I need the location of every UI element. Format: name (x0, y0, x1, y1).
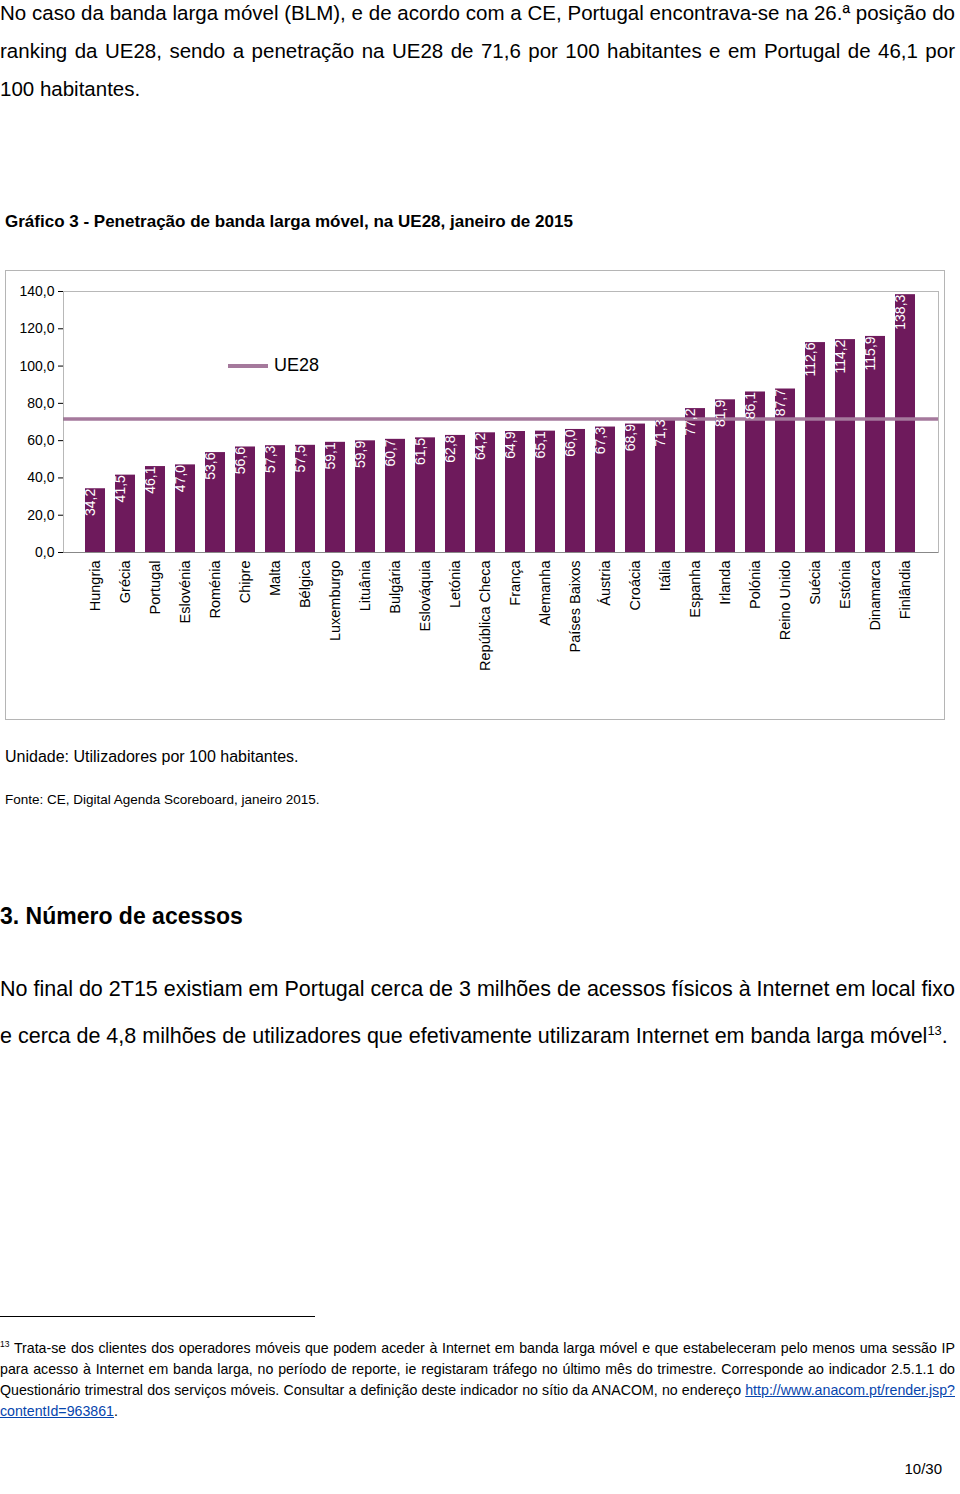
svg-text:61,5: 61,5 (412, 438, 428, 465)
svg-text:120,0: 120,0 (19, 320, 54, 336)
svg-text:64,2: 64,2 (472, 433, 488, 460)
svg-text:41,5: 41,5 (112, 475, 128, 502)
svg-text:65,1: 65,1 (532, 431, 548, 458)
svg-text:87,7: 87,7 (772, 389, 788, 416)
svg-text:Bulgária: Bulgária (387, 560, 403, 614)
svg-text:81,9: 81,9 (712, 400, 728, 427)
svg-text:Dinamarca: Dinamarca (867, 560, 883, 631)
html-text:No caso da banda larga móvel (: No caso da banda larga móvel (BLM), e de… (0, 1, 955, 100)
svg-text:Grécia: Grécia (117, 560, 133, 604)
svg-text:64,9: 64,9 (502, 431, 518, 458)
svg-text:França: França (507, 560, 523, 606)
svg-text:Portugal: Portugal (147, 561, 163, 615)
html-text:Unidade: Utilizadores por 100: Unidade: Utilizadores por 100 habitantes… (5, 748, 299, 765)
svg-text:Luxemburgo: Luxemburgo (327, 561, 343, 642)
html-text:UE28: UE28 (274, 355, 319, 375)
svg-text:67,3: 67,3 (592, 427, 608, 454)
svg-text:Hungria: Hungria (87, 560, 103, 612)
svg-text:Reino Unido: Reino Unido (777, 561, 793, 641)
svg-text:53,6: 53,6 (202, 452, 218, 479)
svg-text:Croácia: Croácia (627, 560, 643, 611)
svg-text:Alemanha: Alemanha (537, 560, 553, 626)
html-text:Fonte: CE, Digital Agenda Scor: Fonte: CE, Digital Agenda Scoreboard, ja… (5, 792, 320, 807)
svg-text:Áustria: Áustria (597, 560, 613, 606)
svg-text:47,0: 47,0 (172, 465, 188, 492)
svg-text:100,0: 100,0 (19, 358, 54, 374)
svg-text:77,2: 77,2 (682, 408, 698, 435)
svg-text:114,2: 114,2 (832, 339, 848, 373)
svg-text:138,3: 138,3 (892, 294, 908, 329)
svg-text:46,1: 46,1 (142, 466, 158, 493)
svg-text:86,1: 86,1 (742, 392, 758, 419)
svg-text:60,0: 60,0 (27, 432, 54, 448)
svg-text:Espanha: Espanha (687, 560, 703, 618)
svg-text:Estónia: Estónia (837, 560, 853, 609)
svg-text:Polónia: Polónia (747, 560, 763, 609)
svg-text:Eslováquia: Eslováquia (417, 560, 433, 632)
html-text:3. Número de acessos: 3. Número de acessos (0, 903, 243, 929)
svg-text:40,0: 40,0 (27, 469, 54, 485)
svg-text:0,0: 0,0 (35, 544, 55, 560)
html-text:No final do 2T15 existiam em P: No final do 2T15 existiam em Portugal ce… (0, 977, 955, 1049)
svg-text:Bélgica: Bélgica (297, 560, 313, 608)
svg-text:80,0: 80,0 (27, 395, 54, 411)
html-text:13Trata-se dos clientes dos op: 13Trata-se dos clientes dos operadores m… (0, 1339, 955, 1419)
svg-text:República Checa: República Checa (477, 560, 493, 671)
svg-text:Chipre: Chipre (237, 561, 253, 604)
svg-text:Roménia: Roménia (207, 560, 223, 619)
svg-text:57,5: 57,5 (292, 445, 308, 472)
svg-text:34,2: 34,2 (82, 489, 98, 516)
svg-text:60,7: 60,7 (382, 439, 398, 466)
svg-text:Letónia: Letónia (447, 560, 463, 609)
svg-text:59,9: 59,9 (352, 441, 368, 468)
svg-text:66,0: 66,0 (562, 429, 578, 456)
svg-text:115,9: 115,9 (862, 336, 878, 370)
html-text:Gráfico 3 - Penetração de band: Gráfico 3 - Penetração de banda larga mó… (5, 212, 573, 231)
svg-text:57,3: 57,3 (262, 445, 278, 472)
svg-text:Eslovénia: Eslovénia (177, 560, 193, 624)
svg-text:Suécia: Suécia (807, 560, 823, 605)
svg-text:Lituânia: Lituânia (357, 560, 373, 612)
svg-text:62,8: 62,8 (442, 435, 458, 462)
svg-text:68,9: 68,9 (622, 424, 638, 451)
svg-text:Países Baixos: Países Baixos (567, 561, 583, 653)
svg-text:Irlanda: Irlanda (717, 560, 733, 605)
svg-text:20,0: 20,0 (27, 507, 54, 523)
svg-text:140,0: 140,0 (19, 283, 54, 299)
svg-text:71,3: 71,3 (652, 419, 668, 446)
svg-text:56,6: 56,6 (232, 447, 248, 474)
svg-text:Malta: Malta (267, 560, 283, 596)
html-text:10/30: 10/30 (904, 1460, 942, 1477)
svg-text:Itália: Itália (657, 560, 673, 592)
svg-text:Finlândia: Finlândia (897, 560, 913, 620)
svg-text:112,6: 112,6 (802, 342, 818, 376)
svg-text:59,1: 59,1 (322, 442, 338, 469)
